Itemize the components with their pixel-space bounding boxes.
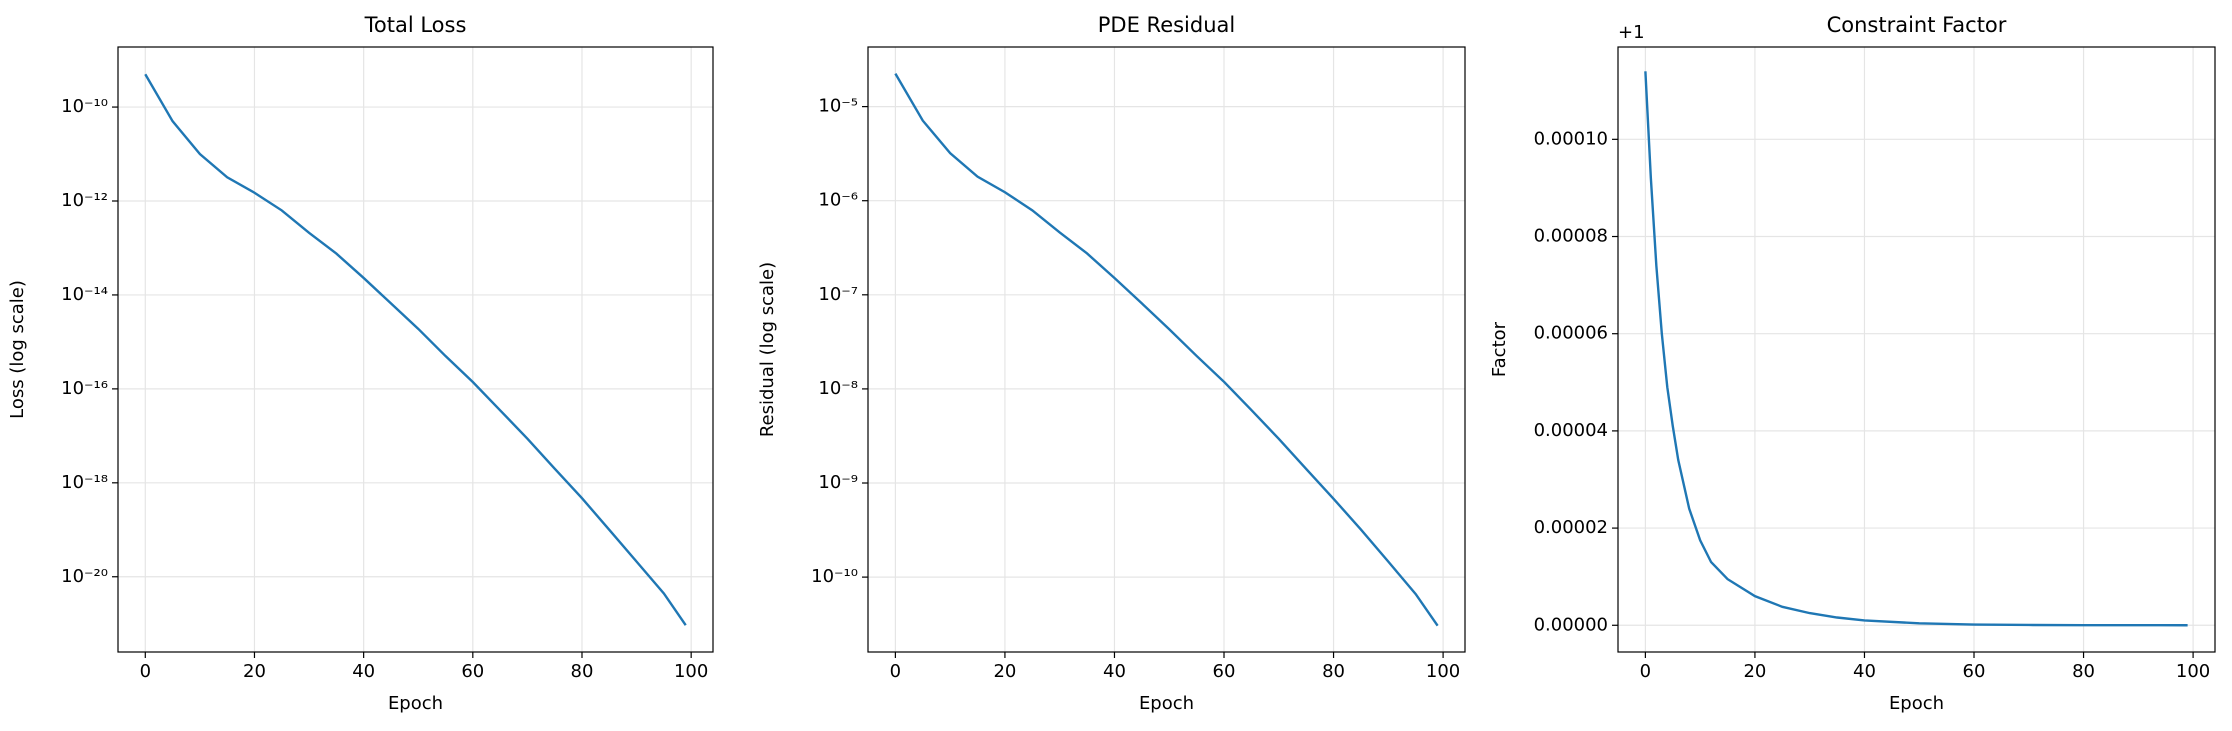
y-tick-label: 10⁻¹⁸ [61, 472, 108, 493]
y-tick-label: 10⁻²⁰ [61, 566, 108, 587]
y-axis-label: Residual (log scale) [757, 262, 778, 437]
chart-title: Constraint Factor [1827, 13, 2007, 37]
chart-title: PDE Residual [1098, 13, 1235, 37]
x-axis-label: Epoch [388, 693, 443, 714]
x-tick-label: 100 [674, 661, 708, 682]
y-tick-label: 10⁻⁹ [818, 472, 858, 493]
x-tick-label: 100 [1426, 661, 1460, 682]
y-tick-label: 10⁻⁵ [818, 96, 858, 117]
x-tick-label: 20 [993, 661, 1016, 682]
x-tick-label: 100 [2176, 661, 2210, 682]
x-tick-label: 60 [1213, 661, 1236, 682]
x-tick-label: 0 [1640, 661, 1651, 682]
x-tick-label: 20 [243, 661, 266, 682]
axes-frame [867, 46, 1466, 653]
y-tick-label: 10⁻¹² [61, 190, 108, 211]
x-tick-label: 80 [571, 661, 594, 682]
y-tick-label: 0.00002 [1534, 517, 1608, 538]
data-line [1644, 71, 2188, 627]
x-tick-label: 20 [1743, 661, 1766, 682]
x-tick-label: 80 [2072, 661, 2095, 682]
y-tick-label: 10⁻⁸ [818, 378, 858, 399]
x-tick-label: 80 [1322, 661, 1345, 682]
axes-frame [117, 46, 714, 653]
y-axis-label: Loss (log scale) [7, 280, 28, 419]
y-tick-label: 0.00008 [1534, 226, 1608, 247]
x-tick-label: 0 [890, 661, 901, 682]
y-tick-label: 10⁻¹⁶ [61, 378, 108, 399]
x-tick-label: 0 [140, 661, 151, 682]
y-tick-label: 10⁻⁶ [818, 190, 858, 211]
y-tick-label: 0.00010 [1534, 128, 1608, 149]
x-tick-label: 60 [1963, 661, 1986, 682]
y-tick-label: 0.00006 [1534, 323, 1608, 344]
x-axis-label: Epoch [1139, 693, 1194, 714]
y-tick-label: 10⁻⁷ [818, 284, 858, 305]
data-line [144, 73, 687, 626]
x-tick-label: 40 [1853, 661, 1876, 682]
chart-title: Total Loss [364, 13, 467, 37]
y-axis-label: Factor [1489, 321, 1510, 377]
y-tick-label: 0.00000 [1534, 614, 1608, 635]
x-tick-label: 60 [461, 661, 484, 682]
y-tick-label: 10⁻¹⁴ [61, 284, 108, 305]
y-tick-label: 0.00004 [1534, 420, 1608, 441]
axes-frame [1617, 46, 2216, 653]
y-tick-label: 10⁻¹⁰ [811, 566, 858, 587]
y-tick-label: 10⁻¹⁰ [61, 96, 108, 117]
x-tick-label: 40 [1103, 661, 1126, 682]
x-axis-label: Epoch [1889, 693, 1944, 714]
data-line [894, 73, 1439, 627]
offset-label: +1 [1618, 22, 1645, 43]
x-tick-label: 40 [352, 661, 375, 682]
